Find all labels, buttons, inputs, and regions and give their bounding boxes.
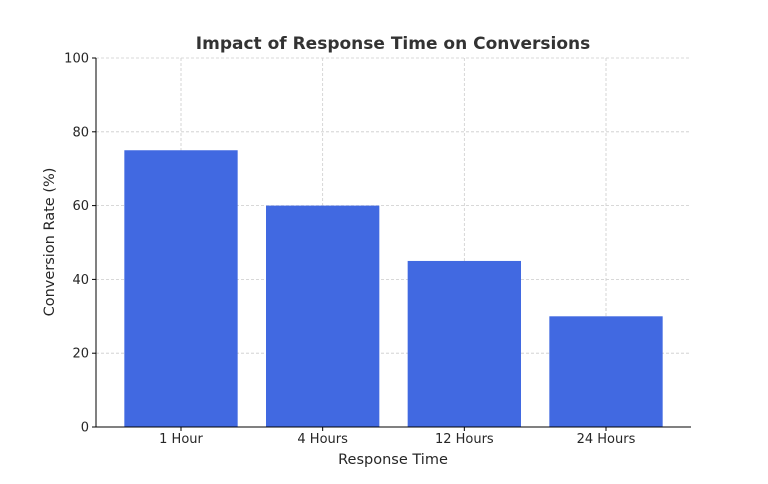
y-tick-label: 60 (72, 199, 89, 214)
bar-1-hour (124, 150, 238, 427)
axes-layer (95, 58, 691, 428)
y-tick-label: 80 (72, 125, 89, 140)
chart-title: Impact of Response Time on Conversions (196, 34, 590, 54)
bar-12-hours (407, 260, 521, 427)
x-tick-label: 24 Hours (577, 432, 636, 447)
bar-4-hours (266, 205, 380, 427)
bar-24-hours (549, 316, 663, 427)
y-axis-label: Conversion Rate (%) (42, 168, 58, 317)
y-tick-label: 40 (72, 273, 89, 288)
x-tick-label: 4 Hours (297, 432, 348, 447)
x-axis-label: Response Time (338, 452, 448, 468)
x-tick-label: 12 Hours (435, 432, 494, 447)
ticks-layer: 0 20 40 60 80 100 1 Hour 4 Hours 12 Hours 24 Hour… (64, 52, 635, 448)
x-tick-label: 1 Hour (159, 432, 203, 447)
y-tick-label: 100 (64, 52, 89, 67)
y-tick-label: 0 (81, 421, 89, 436)
y-tick-label: 20 (72, 347, 89, 362)
bars-layer (124, 150, 663, 427)
